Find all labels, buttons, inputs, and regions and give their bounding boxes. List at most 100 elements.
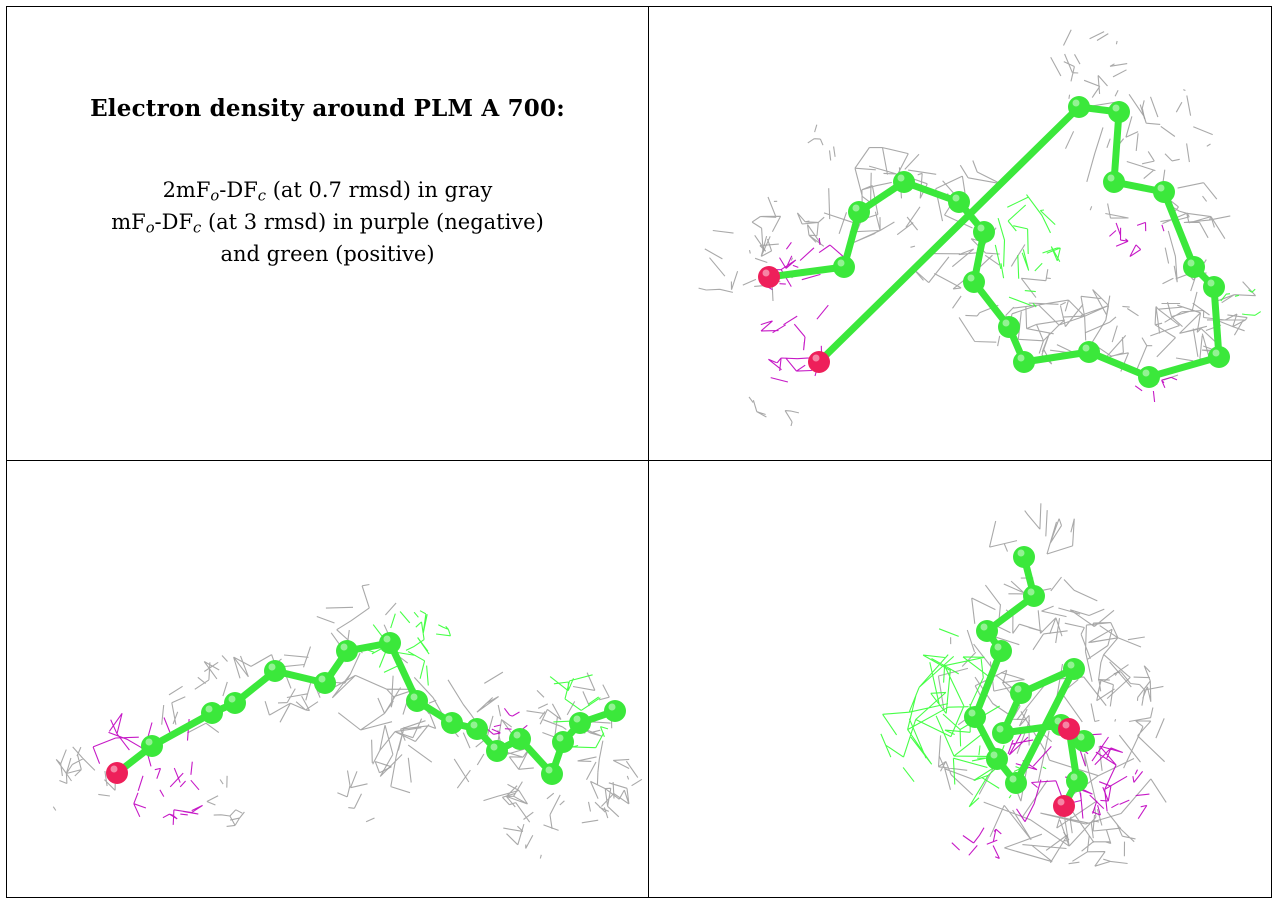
carbon-atom	[466, 718, 488, 740]
top-border	[6, 6, 1272, 7]
mesh-positive-green	[880, 628, 1047, 808]
purple-mesh-blob	[1109, 221, 1165, 258]
carbon-atom	[1013, 351, 1035, 373]
gray-mesh-blob	[896, 153, 1001, 290]
carbon-atom	[1013, 546, 1035, 568]
carbon-atom	[224, 692, 246, 714]
carbon-atom	[973, 221, 995, 243]
gray-mesh-blob	[52, 746, 116, 811]
gray-mesh-blob	[1090, 665, 1165, 739]
green-mesh-blob	[549, 674, 609, 749]
gray-mesh-blob	[1084, 302, 1217, 381]
gray-mesh-blob	[807, 124, 836, 161]
carbon-atom	[976, 620, 998, 642]
carbon-atom	[379, 632, 401, 654]
right-border	[1271, 6, 1272, 898]
middle-border	[6, 460, 1272, 461]
gray-mesh-blob	[206, 775, 245, 827]
gray-mesh-blob	[1125, 89, 1213, 184]
figure-title: Electron density around PLM A 700:	[90, 95, 565, 122]
gray-mesh-blob	[337, 760, 392, 823]
carbon-atom	[1108, 101, 1130, 123]
carbon-atom	[990, 640, 1012, 662]
green-mesh-blob	[362, 610, 452, 686]
carbon-atom	[963, 271, 985, 293]
carbon-atom	[486, 740, 508, 762]
carbon-atom	[1078, 341, 1100, 363]
carbon-atom	[1023, 585, 1045, 607]
carbon-atom	[1068, 96, 1090, 118]
oxygen-atom	[106, 762, 128, 784]
gray-mesh-blob	[950, 584, 1068, 690]
carbon-atom	[1183, 256, 1205, 278]
mesh-negative-purple	[951, 733, 1150, 860]
ligand-model	[964, 546, 1095, 817]
carbon-atom	[541, 763, 563, 785]
carbon-atom	[314, 672, 336, 694]
mesh-positive-green	[994, 194, 1261, 316]
carbon-atom	[264, 660, 286, 682]
carbon-atom	[1010, 682, 1032, 704]
purple-mesh-blob	[133, 767, 203, 825]
carbon-atom	[141, 735, 163, 757]
carbon-atom	[552, 731, 574, 753]
carbon-atom	[509, 728, 531, 750]
carbon-atom	[893, 171, 915, 193]
carbon-atom	[1138, 366, 1160, 388]
carbon-atom	[406, 690, 428, 712]
gray-mesh-blob	[161, 655, 228, 734]
gray-mesh-blob	[462, 671, 567, 770]
green-mesh-blob	[994, 194, 1061, 308]
density-view-3	[649, 461, 1271, 897]
gray-mesh-blob	[748, 396, 800, 427]
mesh-2fofc-gray	[698, 29, 1257, 427]
center-border	[648, 6, 649, 898]
gray-mesh-blob	[751, 196, 848, 279]
gray-mesh-blob	[483, 781, 565, 859]
carbon-atom	[1073, 730, 1095, 752]
gray-mesh-blob	[1050, 29, 1128, 99]
oxygen-atom	[1058, 718, 1080, 740]
purple-mesh-blob	[1091, 769, 1150, 819]
carbon-atom	[1208, 346, 1230, 368]
carbon-atom	[1103, 171, 1125, 193]
gray-mesh-blob	[1063, 807, 1136, 867]
figure-table	[6, 6, 1272, 898]
carbon-atom	[1066, 770, 1088, 792]
carbon-atom	[998, 316, 1020, 338]
oxygen-atom	[758, 266, 780, 288]
purple-mesh-blob	[951, 827, 1002, 860]
carbon-atom	[1063, 658, 1085, 680]
caption-cell: Electron density around PLM A 700: 2mFo-…	[7, 7, 648, 460]
carbon-atom	[992, 722, 1014, 744]
legend-line-2fofc: 2mFo-DFc (at 0.7 rmsd) in gray	[162, 178, 493, 205]
density-view-2	[7, 461, 648, 897]
left-border	[6, 6, 7, 898]
mesh-negative-purple	[760, 221, 1178, 403]
carbon-atom	[604, 700, 626, 722]
oxygen-atom	[808, 351, 830, 373]
bottom-border	[6, 897, 1272, 898]
carbon-atom	[201, 702, 223, 724]
ligand-model	[106, 632, 626, 785]
carbon-atom	[569, 712, 591, 734]
gray-mesh-blob	[698, 229, 781, 302]
carbon-atom	[833, 256, 855, 278]
carbon-atom	[1153, 181, 1175, 203]
carbon-atom	[336, 640, 358, 662]
legend-line-colors: and green (positive)	[220, 242, 435, 266]
gray-mesh-blob	[316, 583, 416, 731]
density-view-1	[649, 7, 1271, 460]
mesh-positive-green	[362, 610, 609, 749]
carbon-atom	[1005, 772, 1027, 794]
carbon-atom	[1203, 276, 1225, 298]
ligand-model	[758, 96, 1230, 388]
carbon-atom	[441, 712, 463, 734]
gray-mesh-blob	[577, 740, 643, 824]
oxygen-atom	[1053, 795, 1075, 817]
carbon-atom	[848, 201, 870, 223]
carbon-atom	[964, 706, 986, 728]
carbon-atom	[948, 191, 970, 213]
carbon-atom	[986, 748, 1008, 770]
legend-text: 2mFo-DFc (at 0.7 rmsd) in gray mFo-DFc (…	[111, 174, 544, 270]
